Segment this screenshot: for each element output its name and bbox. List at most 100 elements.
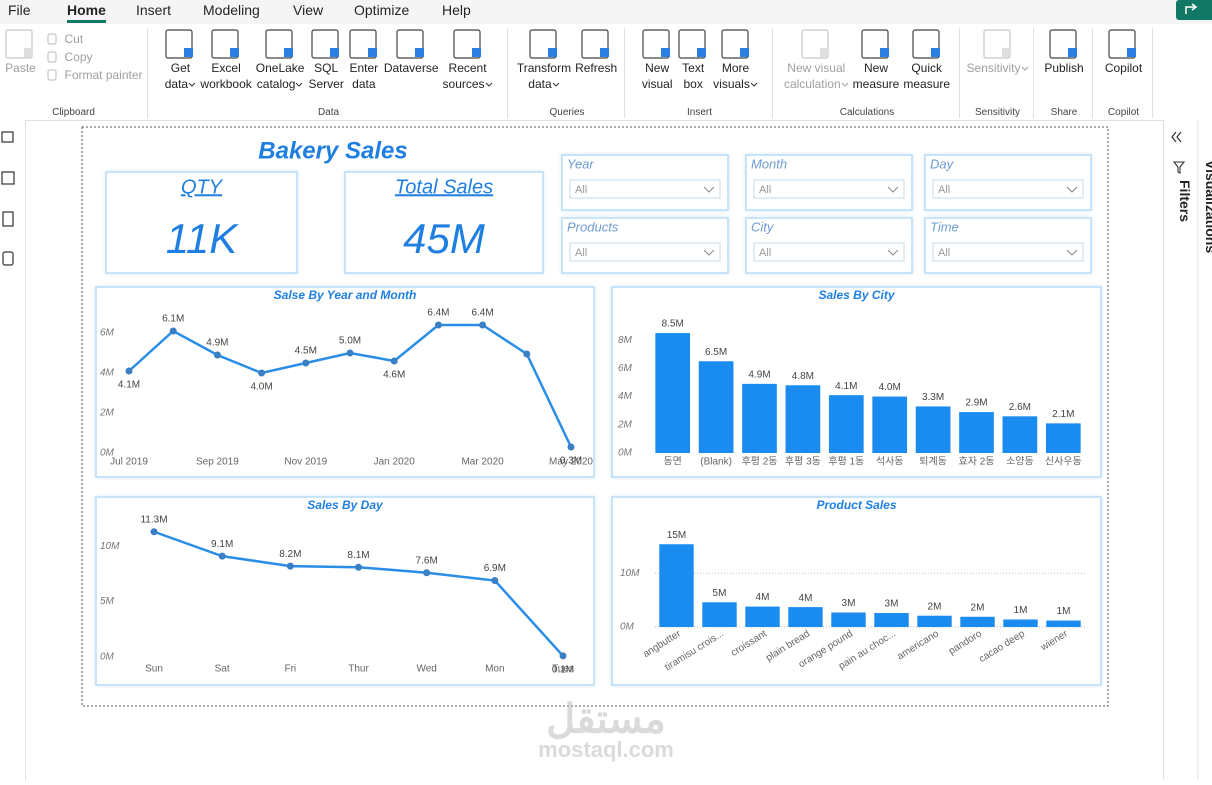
ribbon-button[interactable]: More visuals	[713, 28, 758, 100]
y-tick-label: 0M	[100, 652, 115, 663]
button-icon	[47, 51, 58, 63]
x-tick-label: 후평 1동	[828, 456, 864, 468]
ribbon-button[interactable]: Text box	[677, 28, 709, 100]
slicer-dropdown[interactable]	[569, 179, 721, 199]
line-point	[479, 321, 487, 329]
icon-accent	[184, 48, 194, 57]
icon-accent	[600, 48, 610, 57]
ribbon-button[interactable]: New measure	[852, 28, 900, 100]
data-label: 6.5M	[705, 347, 727, 358]
button-icon	[529, 29, 557, 59]
x-tick-label: May 2020	[549, 457, 593, 468]
ribbon-group: Sensitivity Sensitivity	[962, 28, 1034, 118]
ribbon-tab[interactable]: Optimize	[354, 2, 410, 18]
x-tick-label: 석사동	[876, 456, 904, 468]
ribbon-tab[interactable]: Insert	[136, 2, 172, 18]
group-buttons: Transform data Refresh	[510, 28, 624, 100]
ribbon-button[interactable]: Recent sources	[443, 28, 493, 100]
button-label: Publish	[1044, 61, 1084, 75]
slicer-dropdown[interactable]	[932, 179, 1084, 199]
data-label: 0.3M	[560, 456, 582, 467]
ribbon-group: Get data Excel workbook OneLake catalog SQL…	[150, 28, 508, 118]
icon-accent	[739, 48, 749, 57]
icon-shape	[982, 29, 1011, 59]
icon-shape	[581, 29, 609, 59]
slicer-dropdown[interactable]	[569, 242, 721, 262]
bar	[1002, 416, 1038, 453]
ribbon-button[interactable]: Excel workbook	[200, 28, 252, 100]
y-tick-label: 8M	[618, 335, 633, 346]
bar	[1003, 619, 1038, 627]
data-label: 0.1M	[552, 665, 574, 676]
group-buttons: New visual Text box More visuals	[627, 28, 772, 100]
line-point	[559, 652, 567, 660]
button-label: OneLake catalog	[255, 61, 305, 91]
slicer-dropdown[interactable]	[753, 242, 905, 262]
data-label: 6.4M	[427, 308, 449, 319]
ribbon-button[interactable]: Copilot	[1105, 28, 1142, 100]
icon-shape	[720, 29, 749, 59]
ribbon-tab[interactable]: View	[293, 2, 324, 18]
watermark-arabic: مستقل	[546, 698, 666, 742]
button-label: Copilot	[1104, 61, 1143, 75]
tab-bar: File Home Insert Modeling View Optimize Help	[0, 0, 1212, 26]
filters-pane-label[interactable]: Filters	[1177, 180, 1193, 222]
ribbon-button[interactable]: Transform data	[517, 28, 571, 100]
button-icon	[801, 29, 830, 59]
button-icon	[642, 29, 671, 59]
button-label: Transform data	[516, 61, 572, 91]
dropdown-chevron	[1066, 249, 1078, 256]
line-point	[150, 528, 158, 536]
button-icon	[678, 29, 707, 59]
ribbon-button[interactable]: Enter data	[348, 28, 380, 100]
ribbon-button[interactable]: Publish	[1044, 28, 1084, 100]
line-point	[423, 569, 431, 577]
icon-accent	[415, 48, 425, 57]
line-point	[213, 351, 221, 359]
slicer-label: Day	[930, 156, 955, 171]
y-tick-label: 0M	[620, 622, 635, 633]
share-button[interactable]	[1176, 0, 1212, 20]
table-view-icon[interactable]	[1, 171, 15, 185]
slicer-dropdown[interactable]	[753, 179, 905, 199]
button-icon	[720, 29, 749, 59]
report-view-icon[interactable]	[1, 131, 14, 143]
menu-chevron	[750, 82, 758, 87]
data-label: 3.3M	[922, 392, 944, 403]
icon-shape	[349, 29, 377, 59]
button-icon	[861, 29, 889, 59]
ribbon-button[interactable]: Dataverse	[384, 28, 439, 100]
model-view-icon[interactable]	[2, 211, 14, 227]
button-icon	[47, 69, 58, 81]
icon-shape	[912, 29, 940, 59]
ribbon-button[interactable]: SQL Server	[308, 28, 344, 100]
slicer-label: Time	[930, 219, 959, 234]
chevron	[552, 82, 560, 87]
button-label: New measure	[852, 61, 900, 91]
dax-view-icon[interactable]	[2, 251, 14, 266]
ribbon-button[interactable]: Quick measure	[903, 28, 950, 100]
ribbon-tab[interactable]: File	[8, 2, 31, 18]
ribbon-tab[interactable]: Home	[67, 2, 106, 23]
ribbon-button[interactable]: Refresh	[575, 28, 617, 100]
icon-shape	[165, 29, 194, 59]
ribbon-tab[interactable]: Help	[442, 2, 471, 18]
visualizations-pane-label[interactable]: Visualizations	[1203, 160, 1212, 253]
slicer-value: All	[759, 247, 771, 259]
bar	[785, 385, 821, 453]
x-tick-label: Jul 2019	[110, 457, 148, 468]
data-label: 5.0M	[339, 336, 361, 347]
ribbon-button[interactable]: OneLake catalog	[255, 28, 305, 100]
ribbon-button[interactable]: New visual	[641, 28, 673, 100]
bar	[959, 412, 994, 453]
ribbon-tab[interactable]: Modeling	[203, 2, 260, 18]
data-label: 4.5M	[295, 346, 317, 357]
slicer-value: All	[575, 247, 587, 259]
slicer-dropdown[interactable]	[932, 242, 1084, 262]
ribbon-button[interactable]: Get data	[164, 28, 196, 100]
x-tick-label: 소양동	[1006, 456, 1034, 468]
report-canvas: Bakery Sales مستقل mostaql.com QTY 11K Tot…	[81, 126, 1109, 762]
icon-shape	[801, 29, 829, 59]
collapse-icon[interactable]	[1171, 131, 1182, 143]
bar	[828, 395, 864, 453]
